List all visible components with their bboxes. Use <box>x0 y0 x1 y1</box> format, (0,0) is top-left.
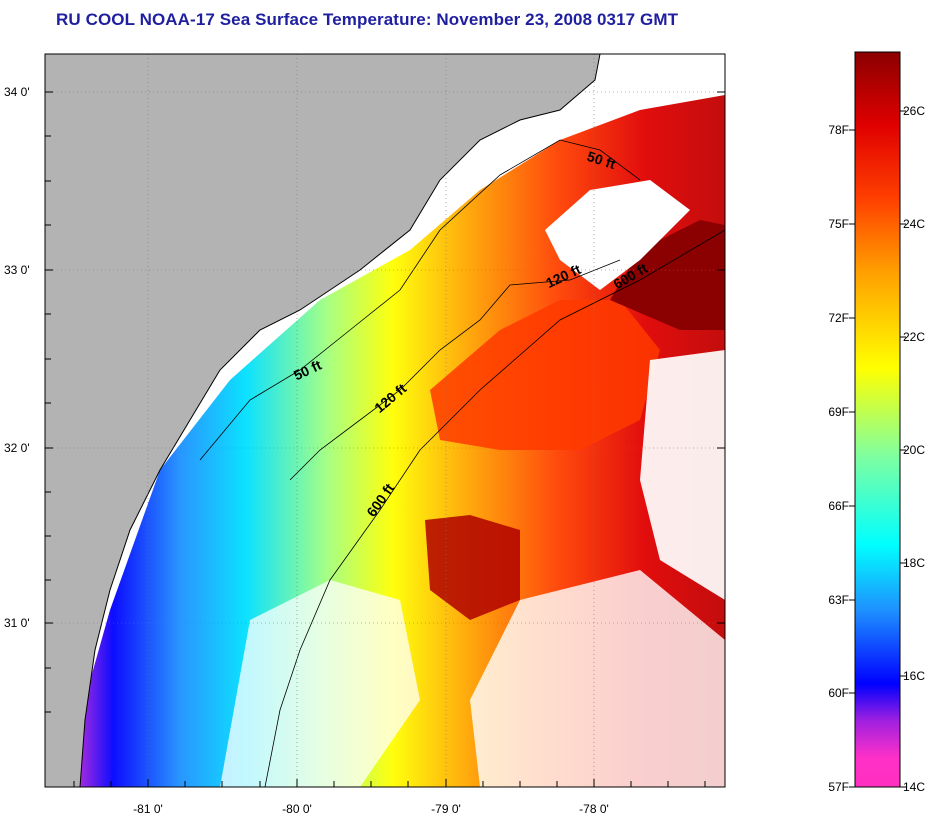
grid-lines <box>45 54 725 787</box>
y-axis-label: 31 0' <box>4 616 30 630</box>
colorbar-label-f: 66F <box>828 499 849 513</box>
colorbar-label-c: 24C <box>903 217 926 231</box>
x-axis-label: -79 0' <box>431 802 461 816</box>
map-frame <box>44 53 726 788</box>
y-axis-label: 32 0' <box>4 441 30 455</box>
cloud-gap-east <box>640 350 725 600</box>
colorbar-label-f: 72F <box>828 311 849 325</box>
colorbar <box>854 51 901 788</box>
contour-600ft <box>264 229 725 787</box>
colorbar-label-f: 75F <box>828 217 849 231</box>
x-axis-label: -80 0' <box>282 802 312 816</box>
colorbar-label-c: 20C <box>903 443 926 457</box>
colorbar-label-f: 60F <box>828 686 849 700</box>
y-axis-label: 34 0' <box>4 85 30 99</box>
cloud-gap-southeast <box>470 570 725 787</box>
axis-ticks <box>45 91 725 787</box>
colorbar-label-c: 18C <box>903 556 926 570</box>
colorbar-label-f: 69F <box>828 405 849 419</box>
x-axis-label: -81 0' <box>133 802 163 816</box>
colorbar-label-f: 57F <box>828 780 849 794</box>
y-axis-label: 33 0' <box>4 263 30 277</box>
colorbar-label-c: 22C <box>903 330 926 344</box>
cloud-gap-south <box>220 580 420 787</box>
contour-120ft <box>289 259 621 481</box>
x-axis-label: -78 0' <box>579 802 609 816</box>
sst-hot-patch <box>425 515 520 620</box>
colorbar-label-c: 16C <box>903 669 926 683</box>
coastline <box>79 54 601 787</box>
colorbar-label-f: 78F <box>828 123 849 137</box>
colorbar-ticks <box>849 110 906 788</box>
sst-hot-offshore <box>610 220 725 330</box>
contour-50ft <box>199 139 641 461</box>
colorbar-label-c: 14C <box>903 780 926 794</box>
cloud-gap-north <box>545 180 690 290</box>
sst-warm-core <box>430 300 660 450</box>
colorbar-label-f: 63F <box>828 593 849 607</box>
map-title: RU COOL NOAA-17 Sea Surface Temperature:… <box>56 10 679 29</box>
colorbar-label-c: 26C <box>903 104 926 118</box>
land-mass <box>45 54 600 787</box>
